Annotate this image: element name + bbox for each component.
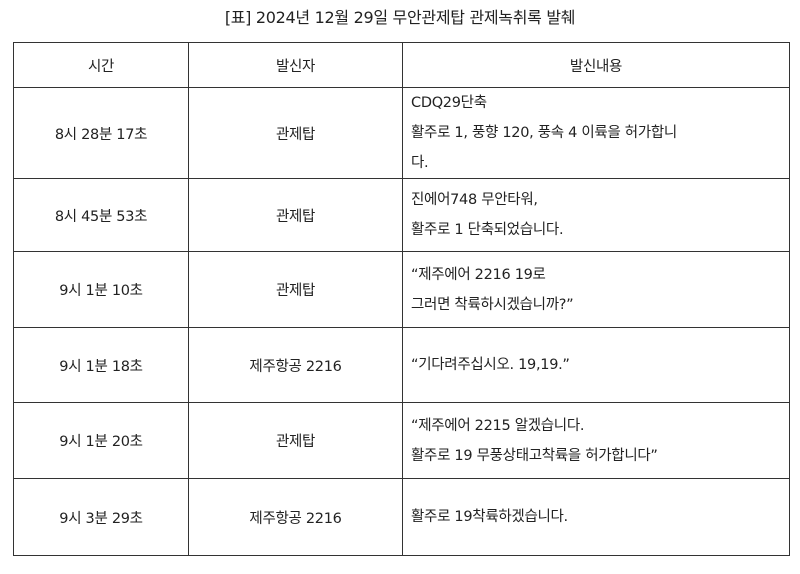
header-row: 시간 발신자 발신내용 — [13, 42, 790, 88]
content-line: 그러면 착륙하시겠습니까?” — [411, 296, 574, 313]
table-row: 9시 1분 20초 관제탑 “제주에어 2215 알겠습니다. 활주로 19 무풍상태… — [13, 402, 790, 479]
content-cell: 진에어748 무안타워, 활주로 1 단축되었습니다. — [402, 178, 790, 252]
table-row: 8시 28분 17초 관제탑 CDQ29단축 활주로 1, 풍향 120, 풍속 4 … — [13, 87, 790, 179]
sender-cell: 관제탑 — [188, 251, 403, 328]
time-cell: 9시 1분 10초 — [13, 251, 189, 328]
content-line: “제주에어 2216 19로 — [411, 266, 546, 283]
content-line: “제주에어 2215 알겠습니다. — [411, 417, 585, 434]
sender-cell: 관제탑 — [188, 402, 403, 479]
content-line: 활주로 19착륙하겠습니다. — [411, 509, 568, 525]
content-line: CDQ29단축 — [411, 95, 487, 111]
content-cell: 활주로 19착륙하겠습니다. — [402, 478, 790, 556]
content-line: “기다려주십시오. 19,19.” — [411, 357, 570, 373]
sender-cell: 관제탑 — [188, 178, 403, 252]
header-content: 발신내용 — [402, 42, 790, 88]
content-line: 활주로 19 무풍상태고착륙을 허가합니다” — [411, 447, 658, 464]
header-time: 시간 — [13, 42, 189, 88]
table-caption: [표] 2024년 12월 29일 무안관제탑 관제녹취록 발췌 — [224, 8, 576, 27]
table-row: 9시 1분 18초 제주항공 2216 “기다려주십시오. 19,19.” — [13, 327, 790, 403]
content-line: 다. — [411, 155, 429, 171]
time-cell: 8시 45분 53초 — [13, 178, 189, 252]
table-row: 8시 45분 53초 관제탑 진에어748 무안타워, 활주로 1 단축되었습니다. — [13, 178, 790, 252]
header-sender: 발신자 — [188, 42, 403, 88]
content-line: 진에어748 무안타워, — [411, 192, 538, 208]
time-cell: 9시 1분 20초 — [13, 402, 189, 479]
table-row: 9시 3분 29초 제주항공 2216 활주로 19착륙하겠습니다. — [13, 478, 790, 556]
table-row: 9시 1분 10초 관제탑 “제주에어 2216 19로 그러면 착륙하시겠습니까?” — [13, 251, 790, 328]
sender-cell: 제주항공 2216 — [188, 327, 403, 403]
content-line: 활주로 1 단축되었습니다. — [411, 222, 564, 238]
time-cell: 9시 1분 18초 — [13, 327, 189, 403]
sender-cell: 제주항공 2216 — [188, 478, 403, 556]
transcript-table: 시간 발신자 발신내용 8시 28분 17초 관제탑 CDQ29단축 활주로 1, 풍… — [13, 42, 790, 556]
time-cell: 8시 28분 17초 — [13, 87, 189, 179]
content-cell: “기다려주십시오. 19,19.” — [402, 327, 790, 403]
content-cell: “제주에어 2215 알겠습니다. 활주로 19 무풍상태고착륙을 허가합니다” — [402, 402, 790, 479]
content-line: 활주로 1, 풍향 120, 풍속 4 이륙을 허가합니 — [411, 125, 677, 141]
sender-cell: 관제탑 — [188, 87, 403, 179]
time-cell: 9시 3분 29초 — [13, 478, 189, 556]
